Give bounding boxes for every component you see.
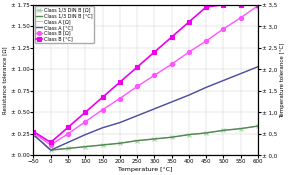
Class A [°C]: [49, 149, 52, 151]
Class B [°C]: [239, 4, 242, 6]
Line: Class A [°C]: Class A [°C]: [33, 67, 258, 150]
Class B [°C]: [101, 96, 104, 98]
Class A [Ω]: [101, 127, 104, 129]
Y-axis label: Resistance tolerance [Ω]: Resistance tolerance [Ω]: [3, 46, 8, 114]
Class B [Ω]: [66, 133, 70, 135]
Legend: Class 1/3 DIN B [Ω], Class 1/3 DIN B [°C], Class A [Ω], Class A [°C], Class B [Ω: Class 1/3 DIN B [Ω], Class 1/3 DIN B [°C…: [35, 6, 94, 43]
Class B [°C]: [49, 141, 52, 144]
Class 1/3 DIN B [Ω]: [256, 125, 260, 127]
Class A [Ω]: [170, 101, 173, 103]
Class 1/3 DIN B [Ω]: [32, 134, 35, 136]
Class 1/3 DIN B [Ω]: [101, 144, 104, 146]
Class 1/3 DIN B [°C]: [239, 128, 242, 130]
Class 1/3 DIN B [Ω]: [153, 138, 156, 140]
Class B [Ω]: [118, 97, 122, 100]
Class A [°C]: [32, 134, 35, 136]
Class 1/3 DIN B [°C]: [222, 129, 225, 131]
Class A [Ω]: [135, 115, 139, 117]
Class A [Ω]: [84, 134, 87, 136]
Class 1/3 DIN B [Ω]: [170, 136, 173, 138]
Class A [°C]: [170, 101, 173, 103]
Class 1/3 DIN B [Ω]: [84, 146, 87, 148]
Class A [°C]: [239, 72, 242, 75]
Class A [°C]: [204, 86, 208, 88]
Class A [°C]: [135, 115, 139, 117]
Class B [Ω]: [84, 121, 87, 123]
X-axis label: Temperature [°C]: Temperature [°C]: [118, 167, 173, 172]
Class A [Ω]: [32, 134, 35, 136]
Class A [°C]: [118, 122, 122, 124]
Class B [Ω]: [32, 132, 35, 134]
Class B [Ω]: [187, 51, 191, 53]
Class 1/3 DIN B [°C]: [49, 149, 52, 151]
Class 1/3 DIN B [°C]: [101, 144, 104, 146]
Class B [°C]: [66, 126, 70, 128]
Class B [°C]: [222, 4, 225, 6]
Class 1/3 DIN B [°C]: [187, 134, 191, 136]
Class A [°C]: [66, 141, 70, 144]
Class B [Ω]: [135, 85, 139, 88]
Class B [°C]: [118, 81, 122, 83]
Class 1/3 DIN B [°C]: [66, 147, 70, 149]
Class B [°C]: [187, 21, 191, 23]
Class 1/3 DIN B [Ω]: [222, 129, 225, 131]
Line: Class B [°C]: Class B [°C]: [31, 3, 260, 144]
Class A [°C]: [222, 79, 225, 82]
Class A [Ω]: [49, 149, 52, 151]
Class 1/3 DIN B [°C]: [256, 125, 260, 127]
Class 1/3 DIN B [Ω]: [66, 147, 70, 149]
Class B [°C]: [256, 4, 260, 6]
Line: Class A [Ω]: Class A [Ω]: [33, 67, 258, 150]
Class A [Ω]: [204, 86, 208, 88]
Class A [°C]: [187, 94, 191, 96]
Class B [Ω]: [222, 28, 225, 30]
Class A [Ω]: [118, 122, 122, 124]
Class A [Ω]: [66, 141, 70, 144]
Class A [Ω]: [187, 94, 191, 96]
Class B [Ω]: [239, 17, 242, 19]
Class 1/3 DIN B [Ω]: [204, 132, 208, 134]
Class B [Ω]: [204, 40, 208, 42]
Line: Class B [Ω]: Class B [Ω]: [31, 4, 260, 147]
Class A [Ω]: [239, 72, 242, 75]
Class B [°C]: [135, 66, 139, 68]
Y-axis label: Temperature tolerance [°C]: Temperature tolerance [°C]: [280, 42, 285, 118]
Class B [°C]: [170, 36, 173, 38]
Class B [Ω]: [153, 74, 156, 76]
Class A [°C]: [256, 66, 260, 68]
Class 1/3 DIN B [°C]: [170, 136, 173, 138]
Line: Class 1/3 DIN B [Ω]: Class 1/3 DIN B [Ω]: [31, 124, 260, 152]
Class 1/3 DIN B [°C]: [153, 138, 156, 140]
Class A [°C]: [101, 127, 104, 129]
Class B [Ω]: [170, 63, 173, 65]
Class 1/3 DIN B [°C]: [204, 132, 208, 134]
Class B [°C]: [84, 111, 87, 113]
Class B [Ω]: [256, 5, 260, 7]
Class 1/3 DIN B [°C]: [32, 134, 35, 136]
Class A [Ω]: [153, 108, 156, 110]
Class 1/3 DIN B [Ω]: [49, 149, 52, 151]
Class A [°C]: [153, 108, 156, 110]
Class A [°C]: [84, 134, 87, 136]
Class A [Ω]: [222, 79, 225, 82]
Class B [°C]: [204, 6, 208, 8]
Class B [Ω]: [49, 144, 52, 146]
Class 1/3 DIN B [Ω]: [187, 134, 191, 136]
Line: Class 1/3 DIN B [°C]: Class 1/3 DIN B [°C]: [33, 126, 258, 150]
Class 1/3 DIN B [Ω]: [239, 128, 242, 130]
Class B [°C]: [153, 51, 156, 53]
Class 1/3 DIN B [°C]: [135, 140, 139, 142]
Class 1/3 DIN B [Ω]: [118, 142, 122, 144]
Class B [Ω]: [101, 109, 104, 111]
Class A [Ω]: [256, 66, 260, 68]
Class 1/3 DIN B [°C]: [118, 142, 122, 144]
Class 1/3 DIN B [°C]: [84, 146, 87, 148]
Class B [°C]: [32, 131, 35, 133]
Class 1/3 DIN B [Ω]: [135, 140, 139, 142]
